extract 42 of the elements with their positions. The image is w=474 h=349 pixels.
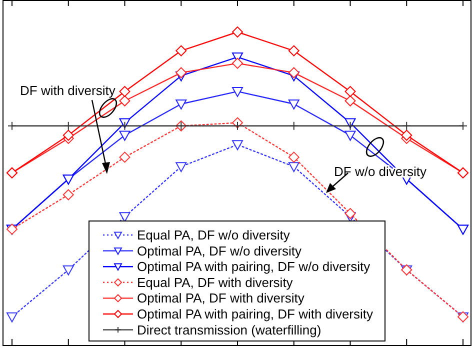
point	[232, 26, 243, 38]
point	[344, 86, 356, 97]
point	[289, 121, 298, 130]
point	[401, 130, 412, 141]
point	[288, 99, 300, 110]
legend-label: Optimal PA, DF w/o diversity	[137, 243, 302, 258]
point	[288, 162, 300, 172]
point	[232, 58, 243, 69]
point	[288, 45, 300, 56]
point	[402, 121, 412, 130]
point	[176, 162, 187, 172]
point	[344, 95, 356, 106]
point	[6, 312, 18, 322]
point	[62, 130, 74, 141]
point	[458, 121, 468, 130]
point	[233, 121, 242, 130]
point	[346, 121, 355, 130]
point	[288, 67, 300, 78]
legend-label: Optimal PA with pairing, DF with diversity	[137, 306, 374, 322]
point	[232, 86, 243, 97]
point	[176, 67, 187, 78]
point	[8, 121, 16, 130]
point	[62, 265, 74, 276]
point	[176, 99, 187, 110]
legend-label: Equal PA, DF w/o diversity	[137, 228, 290, 242]
point	[119, 130, 130, 141]
annotation: DF with diversity	[20, 83, 116, 98]
point	[119, 95, 130, 106]
point	[119, 86, 130, 97]
point	[232, 140, 243, 150]
point	[344, 130, 356, 141]
legend-label: Optimal PA, DF with diversity	[137, 290, 305, 306]
point	[344, 208, 356, 220]
point	[176, 45, 187, 56]
point	[62, 189, 74, 200]
legend-label: Equal PA, DF with diversity	[137, 274, 294, 290]
point	[120, 121, 130, 130]
legend-label: Optimal PA with pairing, DF w/o diversity	[137, 259, 371, 274]
point	[64, 121, 73, 130]
point	[119, 152, 130, 163]
legend-label: Direct transmission (waterfilling)	[137, 322, 322, 338]
point	[288, 152, 300, 163]
